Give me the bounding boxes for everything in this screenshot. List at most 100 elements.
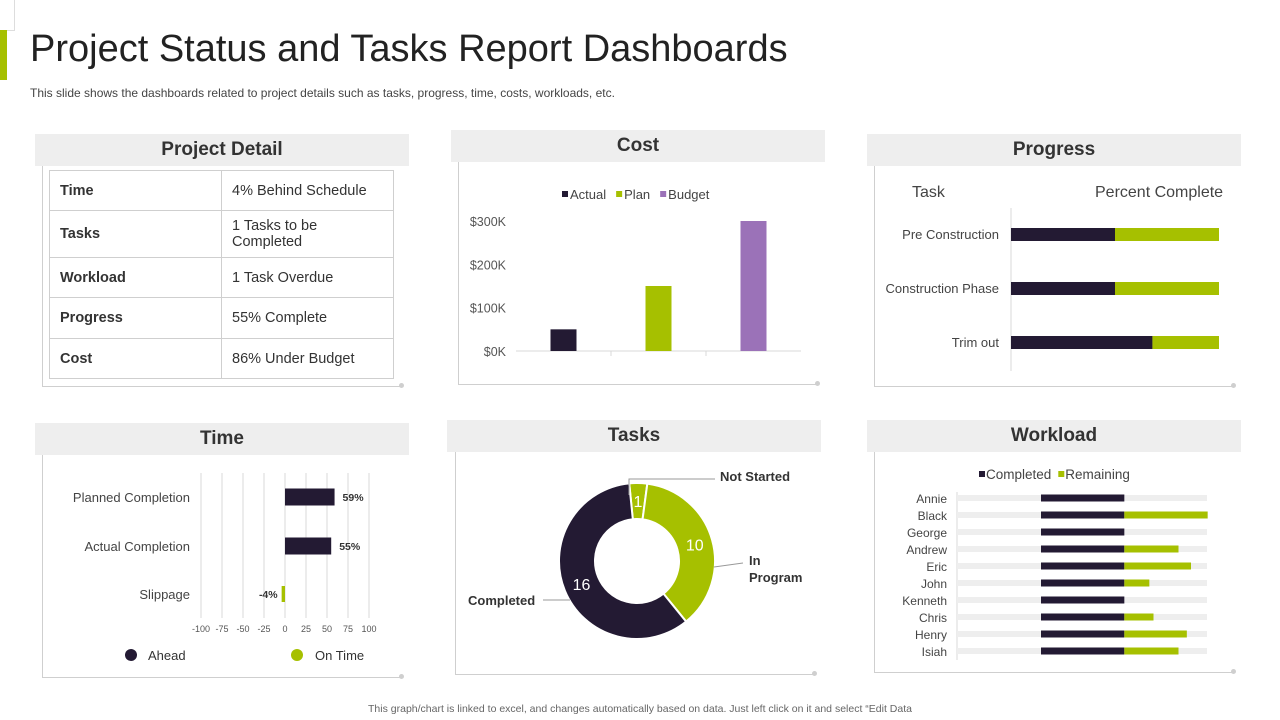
category-label: George [907,526,947,540]
slice-value-label: 16 [573,577,591,594]
progress-chart: Task Percent Complete Pre Construction Cons… [886,184,1223,371]
corner-decoration [0,0,15,31]
bar-remaining [1124,579,1150,587]
bar-completed [1041,545,1125,553]
tasks-chart: 1 10 16 Not Started In Program Completed [468,469,802,640]
workload-chart: Completed Remaining Annie Black George Andrew… [902,467,1208,660]
table-cell-value: 1 Tasks to be Completed [221,210,394,258]
cost-chart: Actual Plan Budget $0K $100K $200K $300K [470,187,801,359]
bar-complete [1011,336,1153,349]
table-row: Workload 1 Task Overdue [49,257,394,298]
category-label: John [921,577,947,591]
time-chart: -100 -75 -50 -25 0 25 50 75 100 Planned Completio… [73,473,377,663]
x-tick-label: -75 [215,624,228,634]
table-cell-value: 4% Behind Schedule [221,170,394,211]
table-cell-key: Time [49,170,222,211]
bar-completed [1041,579,1125,587]
bar-budget [740,221,767,351]
bar-completed [1041,596,1125,604]
tasks-frame [455,452,816,675]
bar-complete [1011,282,1115,295]
category-label: Actual Completion [85,539,191,554]
bar-completed [1041,647,1125,655]
footer-note: This graph/chart is linked to excel, and… [368,703,912,715]
panel-corner-dot [815,381,820,386]
y-tick-label: $300K [470,215,507,229]
x-tick-label: 25 [301,624,311,634]
donut-slice-completed [558,482,688,640]
table-cell-key: Workload [49,257,222,298]
bar-remaining [1152,336,1219,349]
tasks-header: Tasks [447,420,821,452]
workload-header: Workload [867,420,1241,452]
callout-label-completed: Completed [468,593,535,608]
bar-complete [1011,228,1115,241]
table-cell-key: Progress [49,297,222,339]
x-tick-label: -25 [257,624,270,634]
title-accent-bar [0,30,7,80]
bar-remaining [1115,282,1219,295]
x-tick-label: 0 [282,624,287,634]
panel-corner-dot [1231,669,1236,674]
bar-remaining [1124,562,1191,570]
slice-value-label: 10 [686,538,704,555]
y-tick-label: $200K [470,258,507,272]
callout-label-in-program: Program [749,570,802,585]
legend-label-completed: Completed [986,467,1051,482]
project-detail-table: Time 4% Behind Schedule Tasks 1 Tasks to… [49,170,394,379]
data-label: 59% [343,492,365,504]
legend-label-ahead: Ahead [148,648,186,663]
bar-remaining [1124,613,1154,621]
category-label: Andrew [906,543,947,557]
time-frame [42,455,403,678]
legend-label-budget: Budget [668,187,710,202]
panel-corner-dot [1231,383,1236,388]
cost-header: Cost [451,130,825,162]
category-label: Kenneth [902,594,947,608]
category-label: Black [918,509,948,523]
legend-swatch-plan [616,191,623,197]
bar [281,586,285,602]
legend-label-remaining: Remaining [1065,467,1130,482]
category-label: Planned Completion [73,490,190,505]
callout-label-not-started: Not Started [720,469,790,484]
table-cell-value: 1 Task Overdue [221,257,394,298]
category-label: Eric [926,560,947,574]
table-cell-value: 55% Complete [221,297,394,339]
bar-completed [1041,630,1125,638]
y-tick-label: $0K [484,345,507,359]
table-row: Tasks 1 Tasks to be Completed [49,210,394,258]
project-detail-header: Project Detail [35,134,409,166]
bar-remaining [1124,647,1179,655]
donut-slice-in-program [641,482,716,623]
bar-remaining [1115,228,1219,241]
legend-label-actual: Actual [570,187,606,202]
workload-frame [874,452,1235,673]
legend-label-on-time: On Time [315,648,364,663]
task-column-header: Task [912,184,946,201]
panel-corner-dot [812,671,817,676]
table-row: Time 4% Behind Schedule [49,170,394,211]
category-label: Chris [919,611,947,625]
bar-completed [1041,528,1125,536]
project-detail-frame [42,166,403,387]
category-label: Pre Construction [902,227,999,242]
bar-completed [1041,613,1125,621]
data-label: 55% [339,541,361,553]
category-label: Construction Phase [886,281,999,296]
table-row: Cost 86% Under Budget [49,338,394,379]
progress-header: Progress [867,134,1241,166]
panel-corner-dot [399,383,404,388]
cost-frame [458,162,819,385]
bar-remaining [1124,511,1208,519]
category-label: Slippage [139,587,190,602]
panel-corner-dot [399,674,404,679]
percent-column-header: Percent Complete [1095,184,1223,201]
bar-remaining [1124,545,1179,553]
x-tick-label: -50 [236,624,249,634]
legend-label-plan: Plan [624,187,650,202]
category-label: Henry [915,628,947,642]
x-tick-label: -100 [192,624,210,634]
table-cell-value: 86% Under Budget [221,338,394,379]
bar-completed [1041,562,1125,570]
